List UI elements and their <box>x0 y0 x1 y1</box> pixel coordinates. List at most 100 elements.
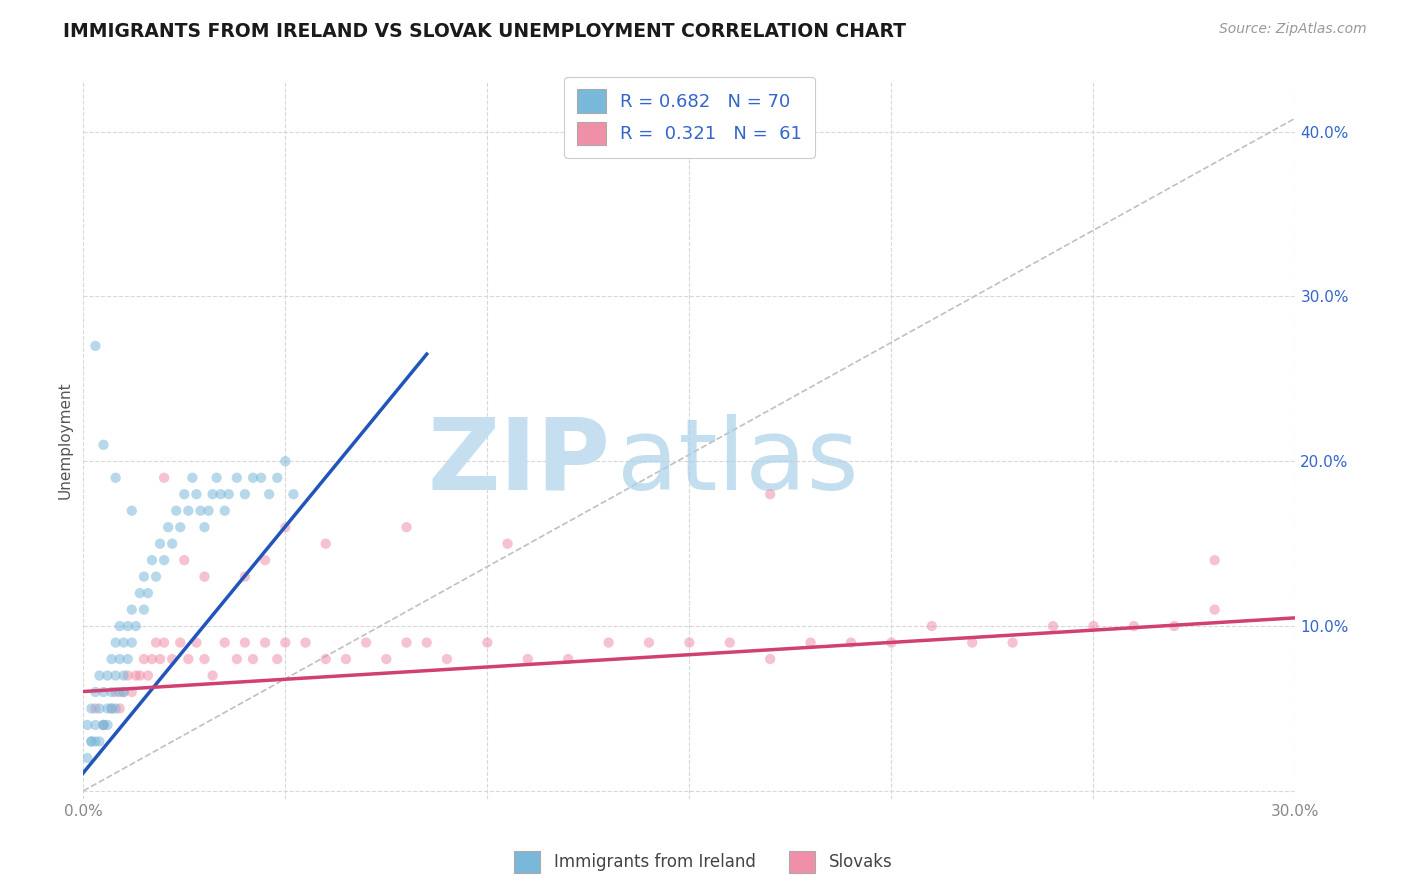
Point <box>136 586 159 600</box>
Point <box>153 471 176 485</box>
Point <box>121 602 143 616</box>
Point <box>193 520 215 534</box>
Point <box>1122 619 1144 633</box>
Point <box>112 685 135 699</box>
Point <box>205 471 228 485</box>
Point <box>193 569 215 583</box>
Point <box>132 652 155 666</box>
Point <box>145 569 167 583</box>
Point <box>274 454 297 468</box>
Point <box>718 635 741 649</box>
Point <box>283 487 305 501</box>
Point <box>104 685 127 699</box>
Text: ZIP: ZIP <box>427 414 610 510</box>
Point <box>496 536 519 550</box>
Point <box>104 471 127 485</box>
Point <box>128 668 150 682</box>
Point <box>80 701 103 715</box>
Point <box>598 635 620 649</box>
Point <box>76 751 98 765</box>
Point <box>84 685 107 699</box>
Point <box>218 487 240 501</box>
Point <box>201 487 224 501</box>
Point <box>121 635 143 649</box>
Point <box>177 504 200 518</box>
Point <box>1204 602 1226 616</box>
Point <box>257 487 280 501</box>
Point <box>89 668 111 682</box>
Point <box>181 471 204 485</box>
Point <box>214 635 236 649</box>
Point <box>136 668 159 682</box>
Point <box>104 701 127 715</box>
Point <box>557 652 579 666</box>
Point <box>173 487 195 501</box>
Point <box>108 652 131 666</box>
Point <box>100 652 122 666</box>
Point <box>242 652 264 666</box>
Point <box>477 635 499 649</box>
Legend: Immigrants from Ireland, Slovaks: Immigrants from Ireland, Slovaks <box>506 845 900 880</box>
Point <box>266 471 288 485</box>
Point <box>395 520 418 534</box>
Point <box>117 652 139 666</box>
Y-axis label: Unemployment: Unemployment <box>58 382 72 500</box>
Point <box>315 652 337 666</box>
Point <box>84 734 107 748</box>
Point <box>84 339 107 353</box>
Point <box>201 668 224 682</box>
Point <box>80 734 103 748</box>
Point <box>112 685 135 699</box>
Point <box>375 652 398 666</box>
Point <box>880 635 903 649</box>
Point <box>121 504 143 518</box>
Point <box>233 635 256 649</box>
Point <box>157 520 180 534</box>
Point <box>190 504 212 518</box>
Point <box>141 553 163 567</box>
Point <box>84 701 107 715</box>
Point <box>266 652 288 666</box>
Point <box>193 652 215 666</box>
Point <box>1163 619 1185 633</box>
Point <box>395 635 418 649</box>
Point <box>153 635 176 649</box>
Point <box>141 652 163 666</box>
Point <box>128 586 150 600</box>
Point <box>250 471 273 485</box>
Point <box>197 504 219 518</box>
Point <box>112 635 135 649</box>
Point <box>93 718 115 732</box>
Point <box>76 718 98 732</box>
Point <box>173 553 195 567</box>
Point <box>169 635 191 649</box>
Point <box>839 635 862 649</box>
Point <box>112 668 135 682</box>
Point <box>1001 635 1024 649</box>
Point <box>93 438 115 452</box>
Point <box>416 635 439 649</box>
Point <box>165 504 187 518</box>
Point <box>214 504 236 518</box>
Point <box>125 619 148 633</box>
Point <box>1083 619 1105 633</box>
Point <box>100 685 122 699</box>
Point <box>274 635 297 649</box>
Text: atlas: atlas <box>617 414 858 510</box>
Point <box>160 536 183 550</box>
Text: Source: ZipAtlas.com: Source: ZipAtlas.com <box>1219 22 1367 37</box>
Point <box>149 536 172 550</box>
Point <box>186 487 208 501</box>
Point <box>254 635 277 649</box>
Point <box>117 668 139 682</box>
Point <box>186 635 208 649</box>
Point <box>335 652 357 666</box>
Point <box>242 471 264 485</box>
Point <box>93 685 115 699</box>
Point <box>169 520 191 534</box>
Point <box>100 701 122 715</box>
Point <box>121 685 143 699</box>
Point <box>960 635 983 649</box>
Point <box>678 635 700 649</box>
Point <box>100 701 122 715</box>
